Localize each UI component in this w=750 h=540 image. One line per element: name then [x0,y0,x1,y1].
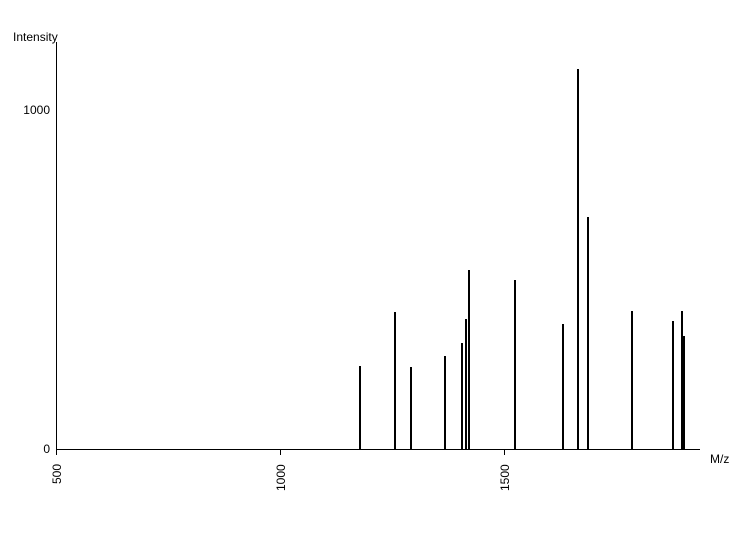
spectrum-peak [444,356,446,449]
x-tick-label: 1500 [498,464,512,491]
spectrum-peak [514,280,516,449]
spectrum-peak [410,367,412,449]
x-axis-line [56,449,700,450]
spectrum-peak [562,324,564,449]
spectrum-peak [672,321,674,449]
x-tick-mark [504,450,505,455]
spectrum-peak [468,270,470,449]
x-tick-label: 500 [50,464,64,484]
plot-area: 0 1000 500 1000 1500 [0,0,750,540]
x-tick-label: 1000 [274,464,288,491]
x-tick-mark [56,450,57,455]
spectrum-peak [465,319,467,449]
spectrum-peak [359,366,361,449]
spectrum-peak [587,217,589,449]
y-tick-label: 0 [10,442,50,456]
y-tick-label: 1000 [10,103,50,117]
spectrum-peak [394,312,396,449]
spectrum-peak [631,311,633,449]
x-tick-mark [280,450,281,455]
spectrum-peak [577,69,579,449]
y-axis-line [56,42,57,449]
mass-spectrum-chart: Intensity M/z 0100050010001500 [0,0,750,540]
spectrum-peak [683,336,685,449]
spectrum-peak [461,343,463,449]
